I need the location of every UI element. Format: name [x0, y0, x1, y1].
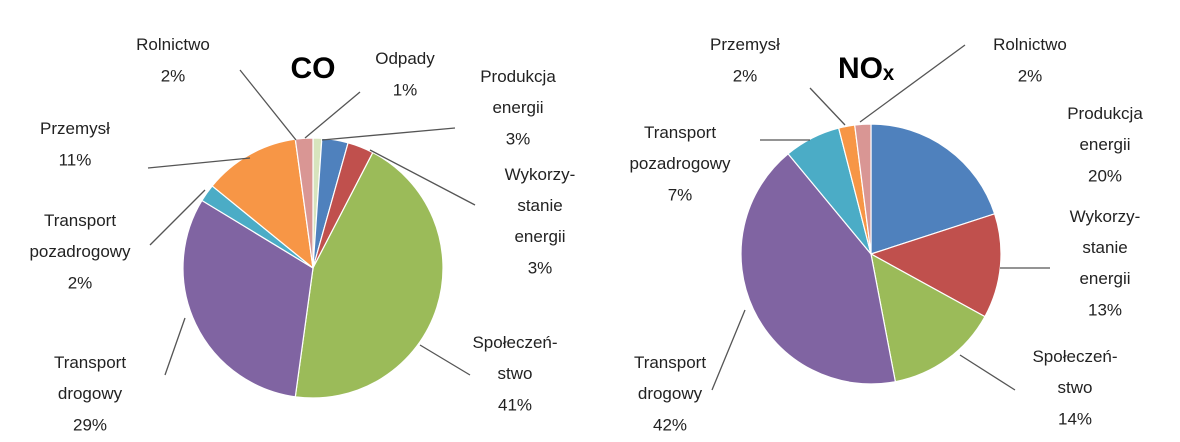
value-label: 2%	[68, 273, 93, 292]
pie-slice	[211, 138, 314, 270]
slice-label: Społeczeń-stwo	[472, 333, 557, 383]
leader-line	[321, 127, 456, 141]
value-label: 14%	[1058, 409, 1092, 428]
leader-line	[369, 149, 476, 206]
value-label: 11%	[59, 150, 92, 169]
value-label: 41%	[498, 395, 532, 414]
pie-slice	[740, 152, 897, 385]
value-label: 2%	[733, 66, 758, 85]
leader-line	[959, 354, 1016, 391]
value-label: 3%	[528, 258, 553, 277]
leader-line	[809, 87, 846, 126]
leader-line	[149, 189, 206, 246]
slice-label: Odpady	[375, 49, 435, 68]
leader-line	[239, 69, 297, 141]
slice-label: Produkcja energii	[1067, 104, 1143, 154]
slice-label: Przemysł	[710, 35, 780, 54]
slice-label: Rolnictwo	[993, 35, 1067, 54]
leader-line	[164, 317, 186, 376]
leader-line	[711, 309, 746, 391]
slice-label: Transport drogowy	[54, 353, 126, 403]
leader-line	[859, 44, 966, 123]
chart-title: NOₓ	[838, 52, 895, 85]
leader-line	[147, 157, 251, 169]
slice-label: Produkcja energii	[480, 67, 556, 117]
value-label: 20%	[1088, 166, 1122, 185]
value-label: 29%	[73, 415, 107, 434]
slice-label: Wykorzy-stanie energii	[1070, 207, 1141, 288]
value-label: 7%	[668, 185, 693, 204]
slice-label: Transport pozadrogowy	[629, 123, 731, 173]
value-label: 2%	[161, 66, 186, 85]
slice-label: Transport pozadrogowy	[29, 211, 131, 261]
value-label: 2%	[1018, 66, 1043, 85]
slice-label: Przemysł	[40, 119, 110, 138]
pie-slice	[870, 123, 996, 255]
leader-line	[419, 344, 471, 376]
value-label: 3%	[506, 129, 531, 148]
slice-label: Wykorzy-stanie energii	[505, 165, 576, 246]
slice-label: Rolnictwo	[136, 35, 210, 54]
pie-slice	[854, 123, 872, 255]
slice-label: Transport drogowy	[634, 353, 706, 403]
pie-slice	[869, 213, 1002, 318]
value-label: 1%	[393, 80, 418, 99]
value-label: 13%	[1088, 300, 1122, 319]
leader-line	[304, 91, 361, 139]
pie-slice	[182, 199, 314, 398]
slice-label: Społeczeń-stwo	[1032, 347, 1117, 397]
pie-slice	[294, 151, 444, 399]
value-label: 42%	[653, 415, 687, 434]
pie-slice	[870, 252, 986, 383]
chart-title: CO	[291, 52, 336, 85]
